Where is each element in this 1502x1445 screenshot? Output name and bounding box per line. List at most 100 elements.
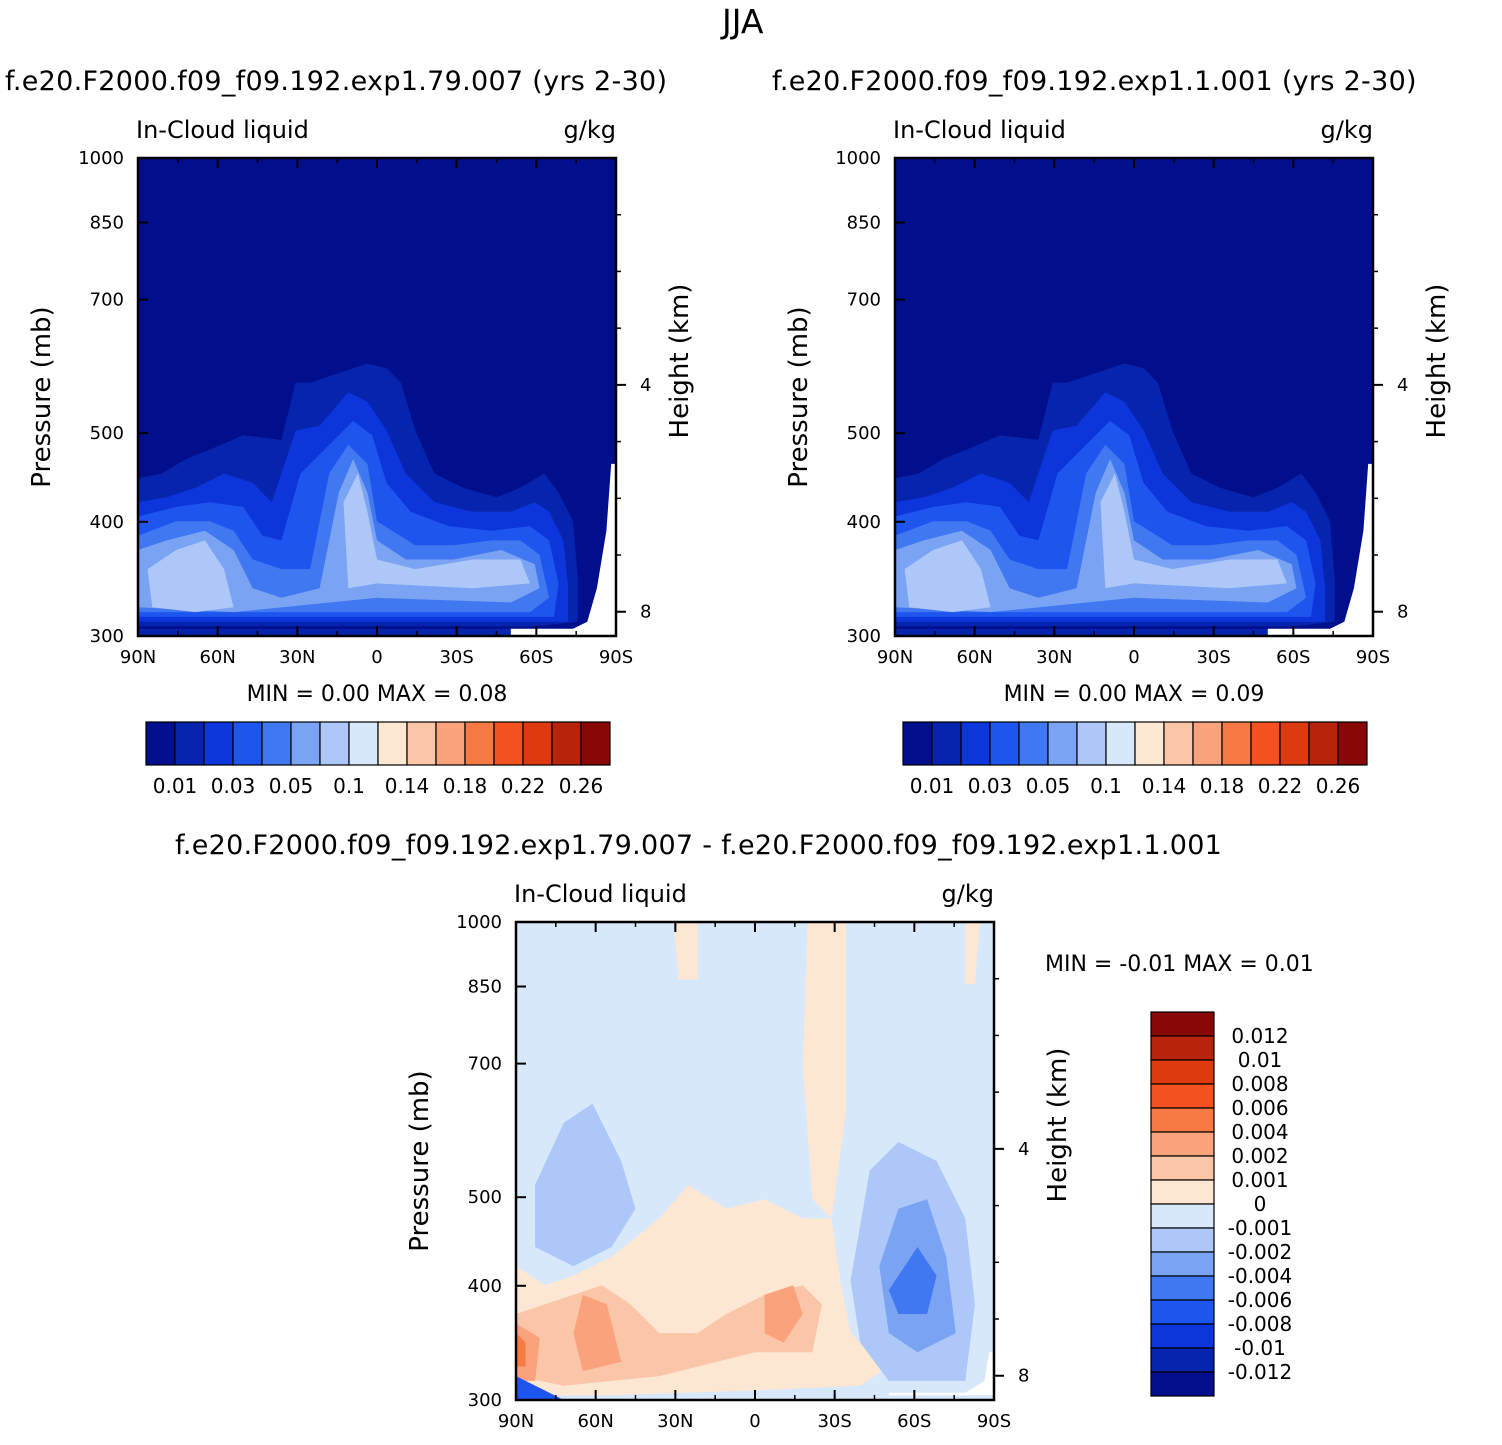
x-tick-label: 90S <box>1356 647 1390 668</box>
colorbar-swatch <box>1150 1323 1215 1349</box>
y2-tick-label: 4 <box>640 375 651 396</box>
surface-strip <box>138 628 511 636</box>
y-tick-label: 400 <box>468 1276 502 1297</box>
colorbar-swatch <box>464 721 495 766</box>
colorbar-swatch <box>290 721 321 766</box>
colorbar-label: 0.22 <box>501 774 546 798</box>
units-label: g/kg <box>942 880 994 908</box>
colorbar-swatch <box>1150 1155 1215 1181</box>
positive-band-1 <box>673 922 698 980</box>
positive-level-4 <box>516 1333 526 1367</box>
y-tick-label: 300 <box>847 626 881 647</box>
contour-level-6a <box>147 540 234 613</box>
negative-region-1 <box>535 1103 636 1267</box>
colorbar-swatch <box>1150 1083 1215 1109</box>
colorbar-label: 0.05 <box>269 774 314 798</box>
min-max-label: MIN = -0.01 MAX = 0.01 <box>1045 952 1314 977</box>
colorbar-swatch <box>1150 1203 1215 1229</box>
y-tick-label: 700 <box>847 290 881 311</box>
colorbar-label: 0.012 <box>1231 1024 1288 1048</box>
colorbar-label: 0.05 <box>1026 774 1071 798</box>
field-label: In-Cloud liquid <box>136 116 309 144</box>
x-tick-label: 30S <box>817 1411 851 1432</box>
colorbar-label: 0.01 <box>1238 1048 1283 1072</box>
y-tick-label: 1000 <box>78 148 124 169</box>
colorbar-swatch <box>902 721 933 766</box>
contour-level-6a <box>904 540 991 613</box>
colorbar-swatch <box>1150 1011 1215 1037</box>
colorbar-swatch <box>232 721 263 766</box>
colorbar-label: 0.22 <box>1258 774 1303 798</box>
colorbar-swatch <box>1150 1251 1215 1277</box>
colorbar-swatch <box>1076 721 1107 766</box>
colorbar-label: 0.26 <box>1316 774 1361 798</box>
colorbar-swatch <box>1279 721 1310 766</box>
y-tick-label: 500 <box>90 423 124 444</box>
y2-axis-title: Height (km) <box>1422 284 1452 439</box>
x-tick-label: 30S <box>1196 647 1230 668</box>
colorbar-swatch <box>1150 1275 1215 1301</box>
y2-tick-label: 8 <box>1397 602 1408 623</box>
y-tick-label: 500 <box>847 423 881 444</box>
positive-level-3c <box>764 1285 803 1343</box>
x-tick-label: 30N <box>657 1411 693 1432</box>
surface-strip <box>895 628 1268 636</box>
field-label: In-Cloud liquid <box>514 880 687 908</box>
y2-axis-title: Height (km) <box>665 284 695 439</box>
x-tick-label: 60N <box>199 647 235 668</box>
positive-level-3b <box>573 1294 622 1372</box>
colorbar-swatch <box>1150 1107 1215 1133</box>
colorbar-label: 0.006 <box>1231 1096 1288 1120</box>
colorbar-label: -0.001 <box>1228 1216 1292 1240</box>
colorbar-swatch <box>1150 1227 1215 1253</box>
colorbar-label: 0.01 <box>153 774 198 798</box>
colorbar-label: 0.001 <box>1231 1168 1288 1192</box>
x-tick-label: 0 <box>1128 647 1139 668</box>
units-label: g/kg <box>564 116 616 144</box>
x-tick-label: 60N <box>577 1411 613 1432</box>
x-tick-label: 60S <box>519 647 553 668</box>
colorbar-swatch <box>319 721 350 766</box>
colorbar-label: 0.008 <box>1231 1072 1288 1096</box>
colorbar-label: -0.004 <box>1228 1264 1292 1288</box>
colorbar-swatch <box>261 721 292 766</box>
colorbar-label: -0.006 <box>1228 1288 1292 1312</box>
colorbar-swatch <box>174 721 205 766</box>
x-tick-label: 90S <box>599 647 633 668</box>
x-tick-label: 90N <box>120 647 156 668</box>
panel_b-plot: In-Cloud liquid g/kg 90N 60N 30N 0 30S 60S 90S 30… <box>784 116 1452 798</box>
y-tick-label: 850 <box>90 213 124 234</box>
x-tick-label: 0 <box>371 647 382 668</box>
x-tick-label: 60S <box>1276 647 1310 668</box>
colorbar-swatch <box>1150 1347 1215 1373</box>
x-tick-label: 90S <box>977 1411 1011 1432</box>
colorbar-swatch <box>989 721 1020 766</box>
colorbar-label: 0.26 <box>559 774 604 798</box>
colorbar-swatch <box>1221 721 1252 766</box>
x-tick-label: 90N <box>877 647 913 668</box>
negative-region-5 <box>516 1376 564 1400</box>
missing-data-region <box>510 463 616 636</box>
colorbar-swatch <box>1308 721 1339 766</box>
y-tick-label: 700 <box>468 1054 502 1075</box>
colorbar-swatch <box>960 721 991 766</box>
x-tick-label: 90N <box>498 1411 534 1432</box>
colorbar-label: -0.002 <box>1228 1240 1292 1264</box>
y-axis-title: Pressure (mb) <box>27 306 57 487</box>
colorbar-label: 0.03 <box>211 774 256 798</box>
contour-level-6b <box>1100 473 1287 589</box>
colorbar-swatch <box>551 721 582 766</box>
colorbar-swatch <box>522 721 553 766</box>
colorbar-label: 0.14 <box>1142 774 1187 798</box>
y2-tick-label: 8 <box>640 602 651 623</box>
x-tick-label: 30N <box>279 647 315 668</box>
colorbar-swatch <box>1150 1179 1215 1205</box>
colorbar-swatch <box>1150 1299 1215 1325</box>
colorbar-label: 0.18 <box>1200 774 1245 798</box>
positive-band-2 <box>802 922 846 1219</box>
colorbar-swatch <box>1134 721 1165 766</box>
contour-level-6b <box>343 473 530 589</box>
colorbar-label: 0.03 <box>968 774 1013 798</box>
colorbar-label: -0.01 <box>1234 1336 1286 1360</box>
